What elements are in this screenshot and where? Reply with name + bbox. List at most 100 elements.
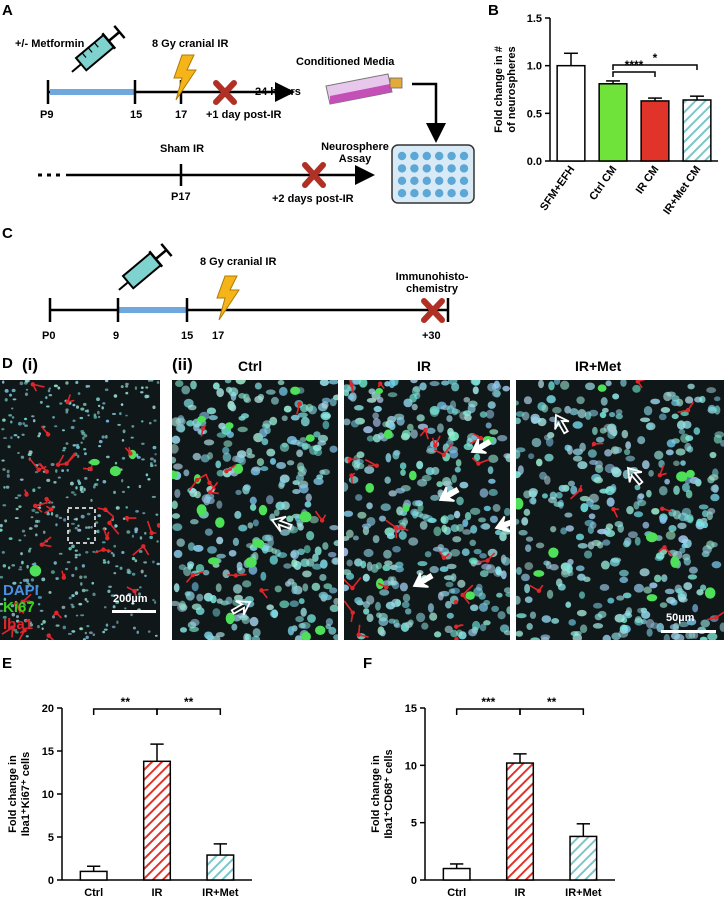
- nucleus: [269, 457, 277, 465]
- nucleus: [186, 561, 195, 568]
- nucleus: [344, 418, 351, 426]
- nucleus: [125, 506, 128, 509]
- nucleus: [290, 549, 300, 560]
- iba1-soma: [536, 588, 542, 594]
- x-tick-label: SFM+EFH: [538, 164, 577, 213]
- nucleus: [516, 417, 522, 425]
- bar: [142, 760, 172, 881]
- nucleus: [154, 464, 157, 467]
- nucleus: [481, 563, 492, 570]
- nucleus: [218, 422, 226, 430]
- nucleus: [72, 444, 77, 447]
- nucleus: [11, 612, 16, 617]
- nucleus: [352, 535, 359, 541]
- bar: [569, 835, 598, 881]
- nucleus: [105, 623, 109, 627]
- nucleus: [347, 394, 355, 400]
- neurosphere-line2: Assay: [338, 153, 372, 165]
- nucleus: [516, 631, 523, 637]
- nucleus: [379, 589, 390, 596]
- nucleus: [473, 453, 481, 462]
- nucleus: [34, 511, 40, 514]
- nucleus: [700, 584, 707, 591]
- nucleus: [605, 380, 612, 387]
- nucleus: [172, 513, 181, 519]
- nucleus: [523, 396, 533, 405]
- nucleus: [456, 496, 464, 506]
- nucleus: [491, 605, 500, 613]
- nucleus: [541, 404, 549, 413]
- nucleus: [639, 417, 651, 423]
- nucleus: [462, 529, 472, 535]
- nucleus: [578, 591, 586, 599]
- nucleus: [408, 537, 419, 546]
- iba1-soma: [33, 503, 38, 509]
- nucleus: [1, 459, 5, 462]
- nucleus: [470, 525, 478, 534]
- immuno-label: Immunohisto- chemistry: [388, 271, 476, 295]
- nucleus: [149, 457, 154, 461]
- nucleus: [2, 468, 6, 471]
- nucleus: [290, 414, 300, 421]
- filled-arrow-icon: [438, 486, 460, 502]
- y-tick-label: 5: [48, 832, 54, 844]
- nucleus: [429, 612, 438, 621]
- ki67-cell: [686, 469, 695, 478]
- nucleus: [19, 478, 24, 481]
- nucleus: [48, 387, 52, 390]
- significance-bracket: [519, 708, 585, 715]
- nucleus: [71, 544, 75, 549]
- nucleus: [291, 559, 298, 568]
- iba1-soma: [660, 506, 665, 511]
- nucleus: [496, 592, 503, 598]
- nucleus: [394, 566, 404, 573]
- nucleus: [6, 474, 10, 478]
- nucleus: [450, 629, 458, 638]
- c-tick-30: +30: [422, 330, 441, 342]
- nucleus: [142, 512, 146, 515]
- nucleus: [239, 614, 249, 621]
- nucleus: [207, 546, 217, 554]
- nucleus: [306, 530, 315, 541]
- nucleus: [425, 467, 435, 476]
- nucleus: [366, 502, 373, 510]
- iba1-soma: [200, 426, 206, 431]
- iba1-soma: [128, 451, 133, 456]
- nucleus: [154, 634, 158, 637]
- bar: [640, 100, 670, 162]
- nucleus: [134, 386, 138, 390]
- nucleus: [604, 449, 613, 457]
- nucleus: [480, 523, 491, 530]
- nucleus: [71, 573, 75, 577]
- nucleus: [421, 474, 432, 482]
- nucleus: [283, 563, 292, 569]
- nucleus: [82, 436, 85, 440]
- nucleus: [203, 439, 215, 446]
- nucleus: [549, 564, 559, 571]
- ki67-cell: [208, 557, 220, 565]
- nucleus: [516, 595, 521, 605]
- nucleus: [590, 504, 600, 511]
- filled-arrow-icon: [470, 438, 492, 454]
- nucleus: [0, 602, 4, 606]
- micro-title-irmet: IR+Met: [575, 358, 622, 374]
- well: [435, 189, 444, 198]
- bar: [206, 854, 235, 881]
- nucleus: [619, 569, 629, 577]
- nucleus: [86, 512, 91, 516]
- nucleus: [546, 395, 556, 404]
- nucleus: [417, 560, 428, 567]
- nucleus: [619, 576, 629, 584]
- nucleus: [225, 596, 233, 605]
- nucleus: [242, 485, 250, 495]
- c-tick-9: 9: [113, 330, 120, 342]
- nucleus: [285, 581, 292, 587]
- tick-p17: P17: [171, 191, 191, 203]
- nucleus: [179, 627, 188, 633]
- nucleus: [677, 593, 687, 602]
- nucleus: [53, 384, 58, 388]
- nucleus: [345, 529, 354, 539]
- nucleus: [333, 598, 338, 605]
- y-axis-label: Fold change in #of neurospheres: [493, 46, 518, 133]
- nucleus: [84, 476, 88, 480]
